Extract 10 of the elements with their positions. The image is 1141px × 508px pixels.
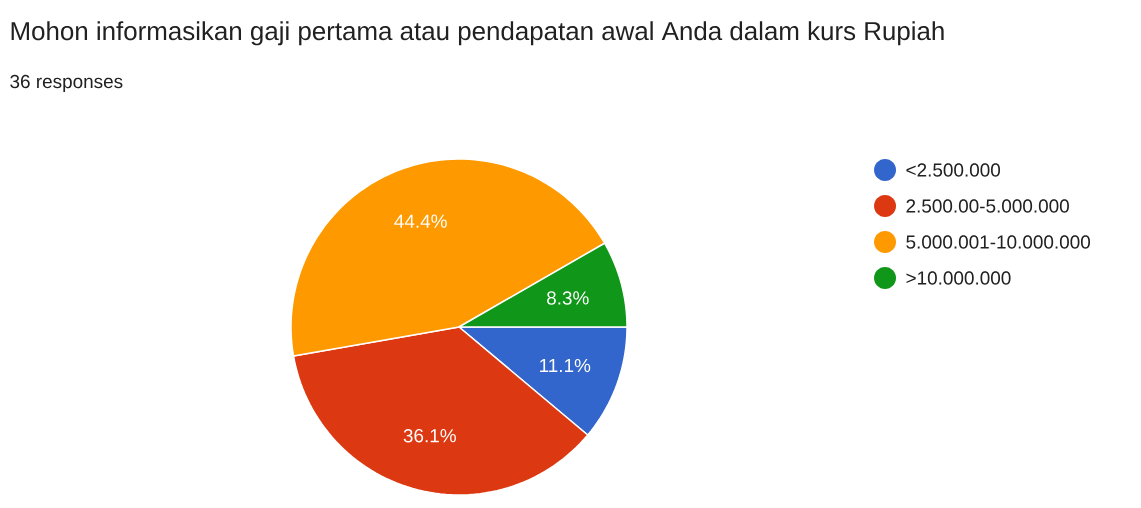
legend-label: <2.500.000 — [906, 163, 1001, 177]
chart-title: Mohon informasikan gaji pertama atau pendapatan awal Anda dalam kurs Rupiah — [11, 21, 944, 46]
data-label: 36.1% — [403, 429, 456, 443]
data-label: 44.4% — [394, 214, 447, 228]
legend-label: 2.500.00-5.000.000 — [906, 199, 1069, 213]
legend-label: >10.000.000 — [906, 271, 1011, 285]
data-label: 11.1% — [540, 358, 591, 373]
legend-label: 5.000.001-10.000.000 — [906, 235, 1091, 249]
text: 36 responses — [10, 74, 123, 92]
data-label: 8.3% — [547, 291, 589, 305]
